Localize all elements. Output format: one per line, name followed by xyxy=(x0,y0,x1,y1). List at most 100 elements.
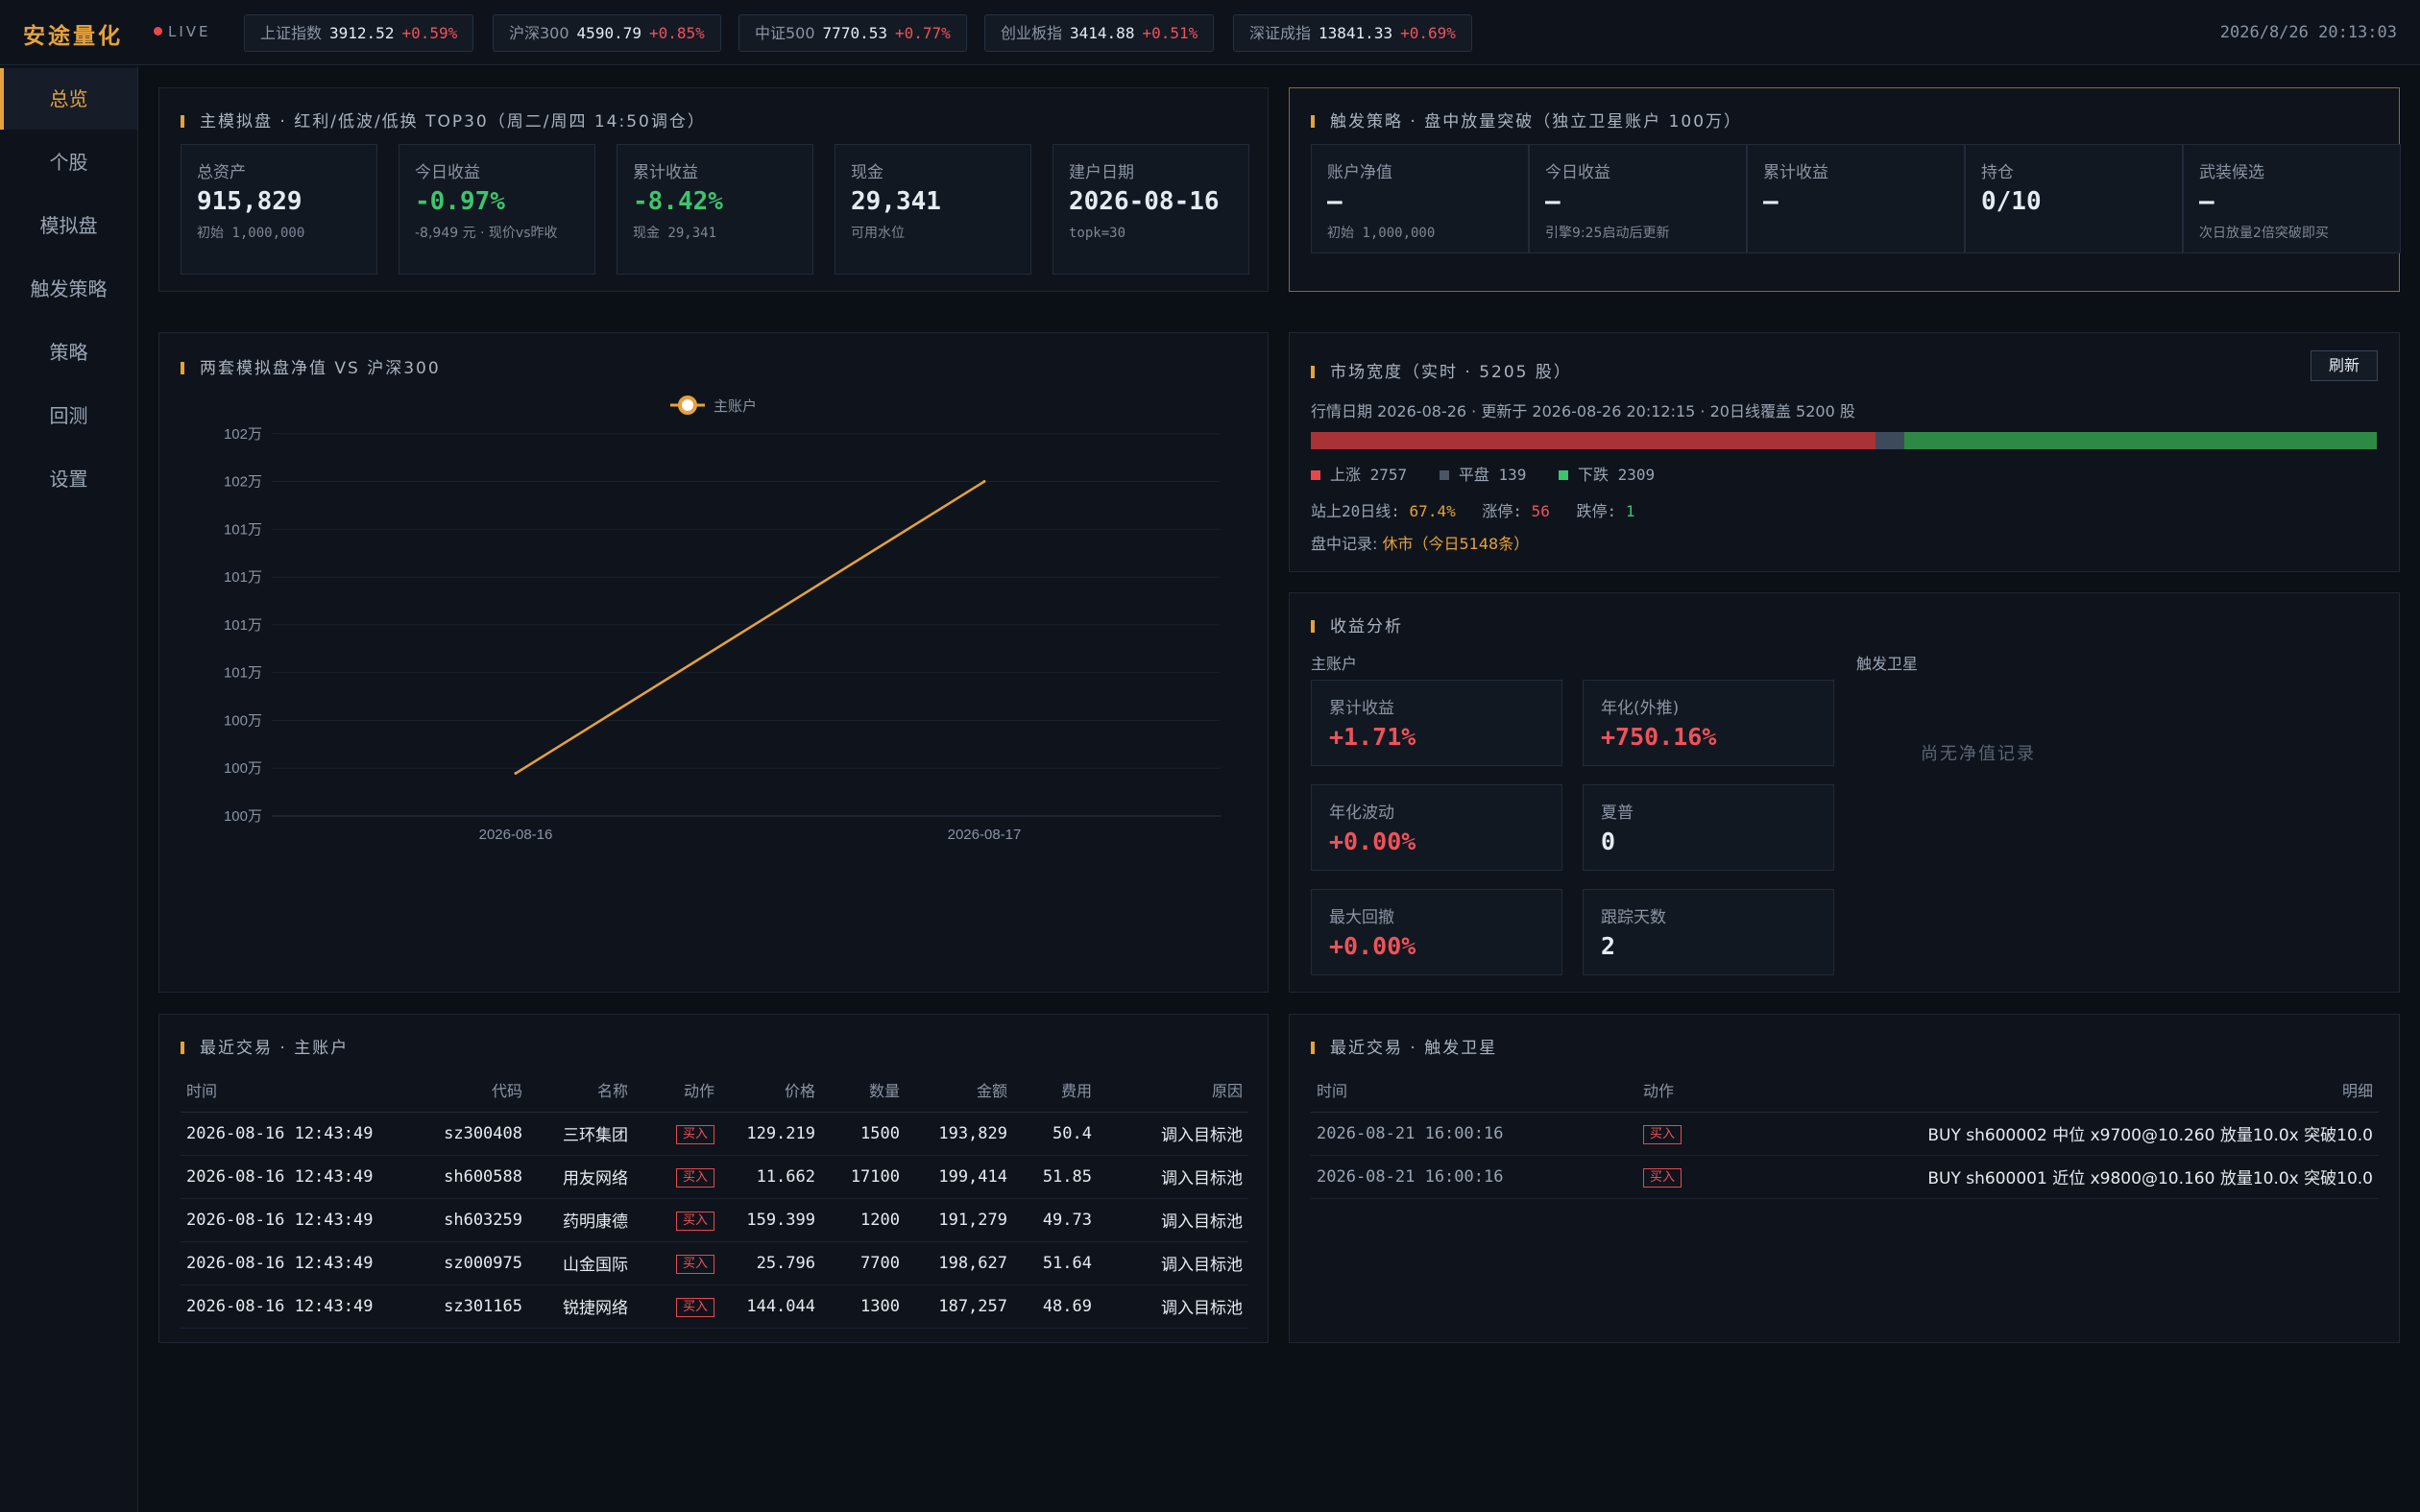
col-fee: 费用 xyxy=(1013,1068,1098,1113)
stat-card-sat-cum: 累计收益 — xyxy=(1747,144,1965,253)
action-cell: 买入 xyxy=(634,1241,720,1285)
sidebar-item-settings[interactable]: 设置 xyxy=(49,468,88,491)
buy-tag: 买入 xyxy=(675,1254,714,1274)
sidebar: 总览 个股 模拟盘 触发策略 策略 回测 设置 xyxy=(0,66,138,1512)
x-tick-label: 2026-08-16 xyxy=(479,827,553,843)
table-cell: 17100 xyxy=(821,1155,906,1199)
card-value: — xyxy=(1545,187,1561,216)
buy-tag: 买入 xyxy=(675,1124,714,1144)
table-cell: 187,257 xyxy=(906,1284,1013,1329)
breadth-bar-flat xyxy=(1875,432,1904,449)
limit-down-value: 1 xyxy=(1625,502,1635,520)
table-row[interactable]: 2026-08-21 16:00:16 买入 BUY sh600001 近位 x98… xyxy=(1311,1155,2379,1199)
col-detail: 明细 xyxy=(1791,1068,2379,1113)
stat-card-sat-candidates: 武装候选 — 次日放量2倍突破即买 xyxy=(2183,144,2401,253)
card-value: 915,829 xyxy=(197,187,302,216)
card-sub: 引擎9:25启动后更新 xyxy=(1545,226,1670,241)
up-count: 上涨 2757 xyxy=(1330,466,1408,484)
card-value: +750.16% xyxy=(1601,723,1717,751)
trades-main-table: 时间 代码 名称 动作 价格 数量 金额 费用 原因 2026-08-16 12… xyxy=(181,1068,1248,1329)
ticker-szcz[interactable]: 深证成指 13841.33 +0.69% xyxy=(1233,14,1472,52)
stat-card-today-return: 今日收益 -0.97% -8,949 元 · 现价vs昨收 xyxy=(399,144,595,275)
y-tick-label: 101万 xyxy=(224,617,262,634)
trigger-title: 触发策略 · 盘中放量突破（独立卫星账户 100万） xyxy=(1330,112,1743,132)
panel-title: 主模拟盘 · 红利/低波/低换 TOP30（周二/周四 14:50调仓） xyxy=(181,108,706,132)
card-label: 夏普 xyxy=(1601,804,1634,823)
ticker-name: 沪深300 xyxy=(509,24,569,42)
table-row[interactable]: 2026-08-16 12:43:49 sz300408 三环集团 买入 129.219… xyxy=(181,1112,1248,1156)
title-accent-icon xyxy=(1311,620,1315,633)
sidebar-item-trigger-strategy[interactable]: 触发策略 xyxy=(30,277,108,300)
title-accent-icon xyxy=(1311,1042,1315,1054)
table-cell: 调入目标池 xyxy=(1098,1241,1248,1285)
card-value: +0.00% xyxy=(1329,828,1416,855)
card-label: 今日收益 xyxy=(1545,163,1610,182)
table-row[interactable]: 2026-08-21 16:00:16 买入 BUY sh600002 中位 x97… xyxy=(1311,1112,2379,1156)
y-tick-label: 101万 xyxy=(224,569,262,586)
table-cell: 2026-08-16 12:43:49 xyxy=(181,1198,423,1242)
panel-title: 触发策略 · 盘中放量突破（独立卫星账户 100万） xyxy=(1311,108,1742,132)
table-cell: 7700 xyxy=(821,1241,906,1285)
ticker-sh-index[interactable]: 上证指数 3912.52 +0.59% xyxy=(244,14,474,52)
table-cell: sz300408 xyxy=(423,1112,528,1156)
up-square-icon xyxy=(1311,470,1320,480)
buy-tag: 买入 xyxy=(675,1297,714,1317)
card-sub: 现金 29,341 xyxy=(633,226,717,241)
table-cell: 山金国际 xyxy=(528,1241,634,1285)
table-row[interactable]: 2026-08-16 12:43:49 sz000975 山金国际 买入 25.796 7… xyxy=(181,1241,1248,1285)
y-tick-label: 101万 xyxy=(224,665,262,682)
ticker-value: 3912.52 xyxy=(329,24,395,42)
sidebar-item-paper-trading[interactable]: 模拟盘 xyxy=(39,214,98,237)
table-cell: 1300 xyxy=(821,1284,906,1329)
return-card-annual: 年化(外推) +750.16% xyxy=(1583,680,1834,766)
panel-title: 市场宽度（实时 · 5205 股） xyxy=(1311,358,1572,382)
ticker-value: 7770.53 xyxy=(822,24,887,42)
col-time: 时间 xyxy=(1311,1068,1637,1113)
returns-analysis-panel: 收益分析 主账户 触发卫星 累计收益 +1.71% 年化(外推) +750.16… xyxy=(1289,592,2400,993)
returns-main-label: 主账户 xyxy=(1311,655,1358,673)
table-row[interactable]: 2026-08-16 12:43:49 sh603259 药明康德 买入 159.399… xyxy=(181,1198,1248,1242)
table-cell: sh600588 xyxy=(423,1155,528,1199)
table-cell: 50.4 xyxy=(1013,1112,1098,1156)
stat-card-sat-today: 今日收益 — 引擎9:25启动后更新 xyxy=(1529,144,1747,253)
stat-card-sat-positions: 持仓 0/10 xyxy=(1965,144,2183,253)
table-row[interactable]: 2026-08-16 12:43:49 sh600588 用友网络 买入 11.662 1… xyxy=(181,1155,1248,1199)
card-label: 累计收益 xyxy=(1329,699,1394,718)
col-time: 时间 xyxy=(181,1068,423,1113)
card-label: 年化(外推) xyxy=(1601,699,1680,718)
card-value: 2026-08-16 xyxy=(1069,187,1220,216)
refresh-button[interactable]: 刷新 xyxy=(2311,350,2378,381)
return-card-cum: 累计收益 +1.71% xyxy=(1311,680,1562,766)
card-label: 武装候选 xyxy=(2199,163,2264,182)
title-accent-icon xyxy=(1311,115,1315,128)
action-cell: 买入 xyxy=(634,1155,720,1199)
record-value: 休市（今日5148条） xyxy=(1382,535,1530,553)
ticker-hs300[interactable]: 沪深300 4590.79 +0.85% xyxy=(493,14,721,52)
table-cell: 2026-08-16 12:43:49 xyxy=(181,1112,423,1156)
card-label: 累计收益 xyxy=(1763,163,1828,182)
ticker-zz500[interactable]: 中证500 7770.53 +0.77% xyxy=(738,14,967,52)
y-tick-label: 101万 xyxy=(224,521,262,538)
table-cell: 198,627 xyxy=(906,1241,1013,1285)
table-header-row: 时间 动作 明细 xyxy=(1311,1068,2379,1113)
table-cell: sh603259 xyxy=(423,1198,528,1242)
sidebar-item-stocks[interactable]: 个股 xyxy=(49,151,88,174)
table-cell: 193,829 xyxy=(906,1112,1013,1156)
breadth-bar-down xyxy=(1903,432,2377,449)
table-row[interactable]: 2026-08-16 12:43:49 sz301165 锐捷网络 买入 144.044… xyxy=(181,1284,1248,1329)
sidebar-item-backtest[interactable]: 回测 xyxy=(49,404,88,427)
ticker-cyb[interactable]: 创业板指 3414.88 +0.51% xyxy=(984,14,1215,52)
action-cell: 买入 xyxy=(634,1198,720,1242)
sidebar-item-overview[interactable]: 总览 xyxy=(0,68,137,130)
stat-card-open-date: 建户日期 2026-08-16 topk=30 xyxy=(1053,144,1249,275)
table-cell: 49.73 xyxy=(1013,1198,1098,1242)
table-cell: 11.662 xyxy=(720,1155,821,1199)
sidebar-item-strategy[interactable]: 策略 xyxy=(49,341,88,364)
table-cell: BUY sh600002 中位 x9700@10.260 放量10.0x 突破1… xyxy=(1791,1112,2379,1156)
table-cell: 159.399 xyxy=(720,1198,821,1242)
card-sub: 初始 1,000,000 xyxy=(1327,226,1436,241)
ticker-value: 4590.79 xyxy=(576,24,641,42)
card-label: 跟踪天数 xyxy=(1601,908,1666,927)
ticker-name: 上证指数 xyxy=(260,24,323,42)
flat-count: 平盘 139 xyxy=(1458,466,1527,484)
